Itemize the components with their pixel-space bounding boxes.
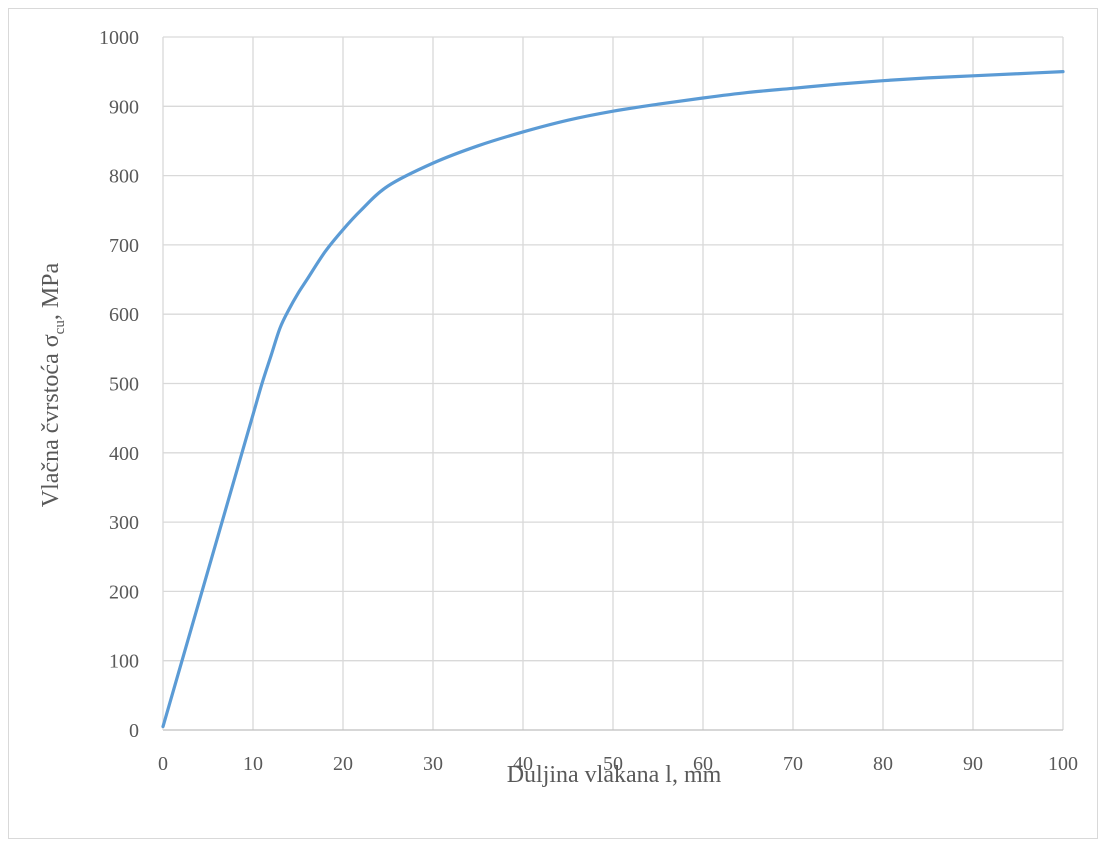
y-tick-label: 400 bbox=[109, 443, 139, 465]
x-tick-label: 100 bbox=[1048, 753, 1078, 775]
y-tick-label: 500 bbox=[109, 374, 139, 396]
axes bbox=[162, 37, 1063, 731]
series-group bbox=[161, 70, 1065, 729]
x-tick-label: 40 bbox=[513, 753, 533, 775]
y-axis-title-suffix: , MPa bbox=[38, 262, 64, 320]
x-tick-label: 20 bbox=[333, 753, 353, 775]
y-tick-labels: 0 100 200 300 400 500 600 700 800 900 1000 bbox=[99, 27, 139, 742]
y-tick-label: 1000 bbox=[99, 27, 139, 49]
y-tick-label: 0 bbox=[129, 720, 139, 742]
y-axis-title: Vlačna čvrstoća σcu, MPa bbox=[38, 262, 68, 507]
x-axis-title: Duljina vlakana l, mm bbox=[507, 762, 722, 788]
x-tick-label: 60 bbox=[693, 753, 713, 775]
x-tick-label: 70 bbox=[783, 753, 803, 775]
x-tick-labels: 0 10 20 30 40 50 60 70 80 90 100 bbox=[158, 753, 1078, 775]
y-tick-label: 200 bbox=[109, 581, 139, 603]
x-tick-label: 50 bbox=[603, 753, 623, 775]
x-tick-label: 90 bbox=[963, 753, 983, 775]
grid-lines bbox=[163, 36, 1064, 730]
y-tick-label: 600 bbox=[109, 304, 139, 326]
y-tick-label: 300 bbox=[109, 512, 139, 534]
y-tick-label: 100 bbox=[109, 651, 139, 673]
y-tick-label: 900 bbox=[109, 96, 139, 118]
x-tick-label: 10 bbox=[243, 753, 263, 775]
x-tick-label: 80 bbox=[873, 753, 893, 775]
y-axis-title-subscript: cu bbox=[52, 320, 68, 335]
chart-frame bbox=[8, 8, 1098, 839]
y-tick-label: 700 bbox=[109, 235, 139, 257]
x-tick-label: 0 bbox=[158, 753, 168, 775]
x-tick-label: 30 bbox=[423, 753, 443, 775]
y-axis-title-main: Vlačna čvrstoća σ bbox=[38, 334, 64, 507]
series-line bbox=[161, 70, 1065, 729]
y-tick-label: 800 bbox=[109, 166, 139, 188]
